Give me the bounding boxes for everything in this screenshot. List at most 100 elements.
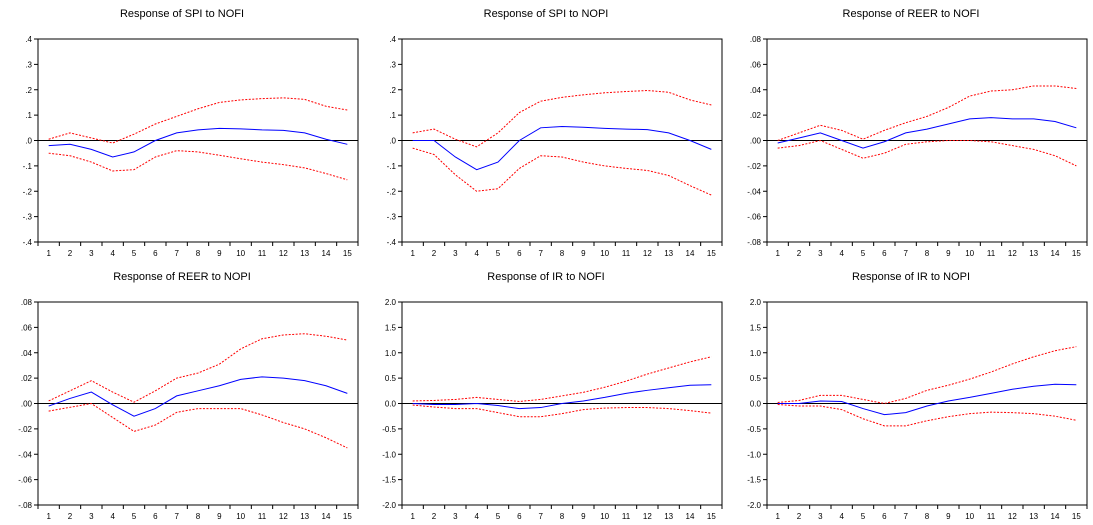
- y-tick-label: .02: [21, 374, 33, 383]
- response-line: [412, 384, 712, 410]
- x-tick-label: 13: [1029, 249, 1038, 258]
- y-tick-label: .00: [21, 400, 33, 409]
- x-tick-label: 15: [343, 249, 352, 258]
- lower-band-line: [48, 150, 348, 181]
- x-tick-label: 5: [496, 249, 501, 258]
- x-tick-label: 5: [496, 512, 501, 521]
- upper-band-line: [48, 333, 348, 403]
- x-tick-label: 3: [453, 512, 458, 521]
- x-tick-label: 6: [882, 512, 887, 521]
- x-tick-label: 1: [410, 512, 415, 521]
- chart-reer-nofi: .08.06.04.02.00 -.02 -.04 -.06 -.08 1 2 3 4 5 6 7 8 9…: [729, 0, 1093, 262]
- x-tick-label: 2: [797, 512, 802, 521]
- plot-reer-nofi: .08.06.04.02.00-.02-.04-.06-.081 2 3 4 5 6 7 8 9…: [747, 35, 1088, 258]
- y-tick-label: .1: [25, 111, 32, 120]
- y-tick-label: 1.0: [385, 349, 397, 358]
- y-tick-label: 0.5: [750, 374, 762, 383]
- y-tick-label: -.3: [23, 213, 33, 222]
- x-tick-label: 6: [153, 512, 158, 521]
- y-tick-label: 0.0: [385, 400, 397, 409]
- x-tick-label: 4: [474, 249, 479, 258]
- x-tick-label: 8: [925, 249, 930, 258]
- lower-band-line: [48, 402, 348, 449]
- upper-band-line: [777, 85, 1077, 141]
- chart-title: Response of REER to NOPI: [113, 271, 251, 283]
- chart-spi-nopi: .4.3.2.1.0 -.1 -.2 -.3 -.4 1 2 3 4 5 6 7 8 9 10 11 12 13 1…: [364, 0, 728, 262]
- x-tick-label: 14: [686, 512, 695, 521]
- y-tick-label: -2.0: [382, 501, 396, 510]
- x-tick-label: 4: [474, 512, 479, 521]
- upper-band-line: [412, 356, 712, 402]
- x-tick-label: 7: [538, 512, 543, 521]
- x-tick-label: 13: [300, 249, 309, 258]
- lower-band-line: [412, 404, 712, 418]
- y-tick-label: -.2: [23, 187, 33, 196]
- plot-reer-nopi: .08.06.04.02.00-.02-.04-.06-.081 2 3 4 5 6 7 8 9…: [18, 298, 359, 521]
- x-tick-label: 4: [110, 512, 115, 521]
- lower-band-line: [777, 139, 1077, 167]
- lower-band-line: [412, 147, 712, 196]
- y-tick-label: .00: [750, 137, 762, 146]
- x-tick-label: 12: [279, 512, 288, 521]
- x-tick-label: 5: [132, 249, 137, 258]
- x-tick-label: 12: [1008, 512, 1017, 521]
- y-tick-label: -.04: [747, 187, 761, 196]
- y-tick-label: .2: [25, 86, 32, 95]
- x-tick-label: 9: [217, 249, 222, 258]
- x-tick-label: 12: [279, 249, 288, 258]
- x-tick-label: 3: [89, 512, 94, 521]
- y-tick-label: .0: [389, 137, 396, 146]
- y-tick-label: -.1: [387, 162, 397, 171]
- chart-title: Response of REER to NOFI: [842, 8, 980, 20]
- x-tick-label: 2: [68, 249, 73, 258]
- x-tick-label: 7: [538, 249, 543, 258]
- x-tick-label: 2: [68, 512, 73, 521]
- y-tick-label: -.1: [23, 162, 33, 171]
- x-tick-label: 10: [600, 249, 609, 258]
- x-tick-label: 10: [965, 512, 974, 521]
- x-tick-label: 11: [622, 512, 631, 521]
- y-tick-label: 1.0: [750, 349, 762, 358]
- x-tick-label: 7: [903, 249, 908, 258]
- response-line: [777, 117, 1077, 149]
- x-tick-label: 7: [903, 512, 908, 521]
- x-tick-label: 1: [410, 249, 415, 258]
- y-tick-label: .08: [21, 298, 33, 307]
- x-tick-label: 5: [861, 249, 866, 258]
- upper-band-line: [777, 346, 1077, 405]
- y-tick-label: -.3: [387, 213, 397, 222]
- x-tick-label: 9: [581, 249, 586, 258]
- x-tick-label: 5: [132, 512, 137, 521]
- x-tick-label: 9: [217, 512, 222, 521]
- x-tick-label: 7: [174, 249, 179, 258]
- y-tick-label: -.4: [387, 238, 397, 247]
- chart-spi-nofi: .4.3.2.1.0 -.1 -.2 -.3 -.4 1 2 3 4 5 6 7 8 9 10 11 12 13 1…: [0, 0, 364, 262]
- y-tick-label: -.06: [18, 476, 32, 485]
- y-tick-label: -0.5: [747, 425, 761, 434]
- x-tick-label: 14: [1051, 512, 1060, 521]
- y-tick-label: .04: [21, 349, 33, 358]
- x-tick-label: 6: [517, 249, 522, 258]
- x-tick-label: 6: [153, 249, 158, 258]
- x-tick-label: 13: [1029, 512, 1038, 521]
- y-tick-label: -.02: [747, 162, 761, 171]
- x-tick-label: 4: [839, 512, 844, 521]
- x-tick-label: 13: [300, 512, 309, 521]
- x-tick-label: 15: [707, 512, 716, 521]
- x-tick-label: 1: [775, 249, 780, 258]
- x-tick-label: 11: [987, 512, 996, 521]
- x-tick-label: 11: [258, 249, 267, 258]
- chart-title: Response of IR to NOFI: [487, 271, 605, 283]
- chart-title: Response of SPI to NOPI: [483, 8, 609, 20]
- x-tick-label: 7: [174, 512, 179, 521]
- upper-band-line: [48, 97, 348, 144]
- x-tick-label: 4: [110, 249, 115, 258]
- upper-band-line: [412, 90, 712, 148]
- y-tick-label: .1: [389, 111, 396, 120]
- y-tick-label: -.2: [387, 187, 397, 196]
- chart-ir-nofi: 2.0 1.5 1.0 0.5 0.0 -0.5 -1.0 -1.5 -2.0 1 2 3 4 5 6 7 8 9…: [364, 263, 728, 525]
- x-tick-label: 5: [861, 512, 866, 521]
- plot-spi-nofi: .4.3.2.1.0-.1-.2-.3-.41 2 3 4 5 6 7 8 9 10 11 12 13 1…: [23, 35, 359, 258]
- y-tick-label: .08: [750, 35, 762, 44]
- x-tick-label: 15: [343, 512, 352, 521]
